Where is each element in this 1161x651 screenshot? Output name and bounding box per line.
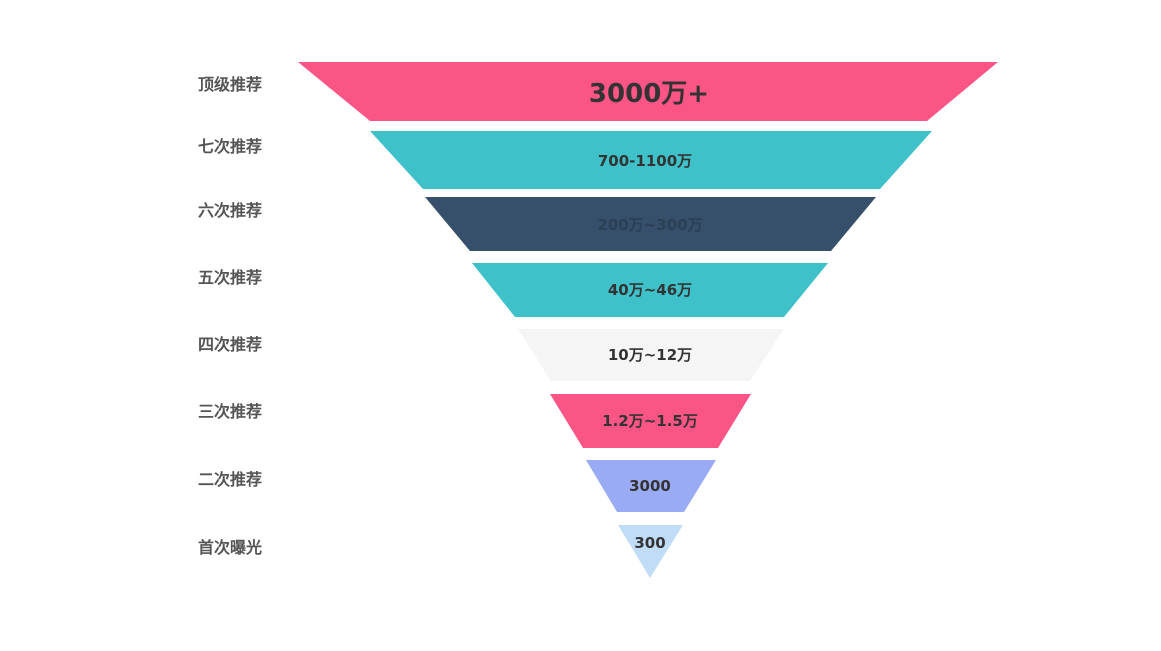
funnel-band-fourth <box>518 329 784 381</box>
level-label-seventh: 七次推荐 <box>198 137 262 156</box>
funnel-band-second <box>586 460 716 512</box>
funnel-band-top <box>298 62 998 121</box>
level-value-fifth: 40万~46万 <box>608 281 692 299</box>
level-label-fourth: 四次推荐 <box>198 335 262 354</box>
funnel-band-seventh <box>370 131 932 189</box>
level-value-seventh: 700-1100万 <box>598 152 692 170</box>
level-value-second: 3000 <box>629 477 671 495</box>
funnel-band-first <box>618 525 683 578</box>
level-value-top: 3000万+ <box>589 79 709 109</box>
level-value-sixth: 200万~300万 <box>597 216 702 234</box>
level-label-top: 顶级推荐 <box>198 75 262 94</box>
level-label-fifth: 五次推荐 <box>198 268 262 287</box>
funnel-band-fifth <box>472 263 828 317</box>
level-value-third: 1.2万~1.5万 <box>602 412 698 430</box>
level-value-fourth: 10万~12万 <box>608 346 692 364</box>
funnel-band-sixth <box>425 197 876 251</box>
level-label-third: 三次推荐 <box>198 402 262 421</box>
level-label-second: 二次推荐 <box>198 470 262 489</box>
level-label-first: 首次曝光 <box>198 538 262 557</box>
funnel-band-third <box>550 394 751 448</box>
level-label-sixth: 六次推荐 <box>198 201 262 220</box>
level-value-first: 300 <box>634 534 665 552</box>
